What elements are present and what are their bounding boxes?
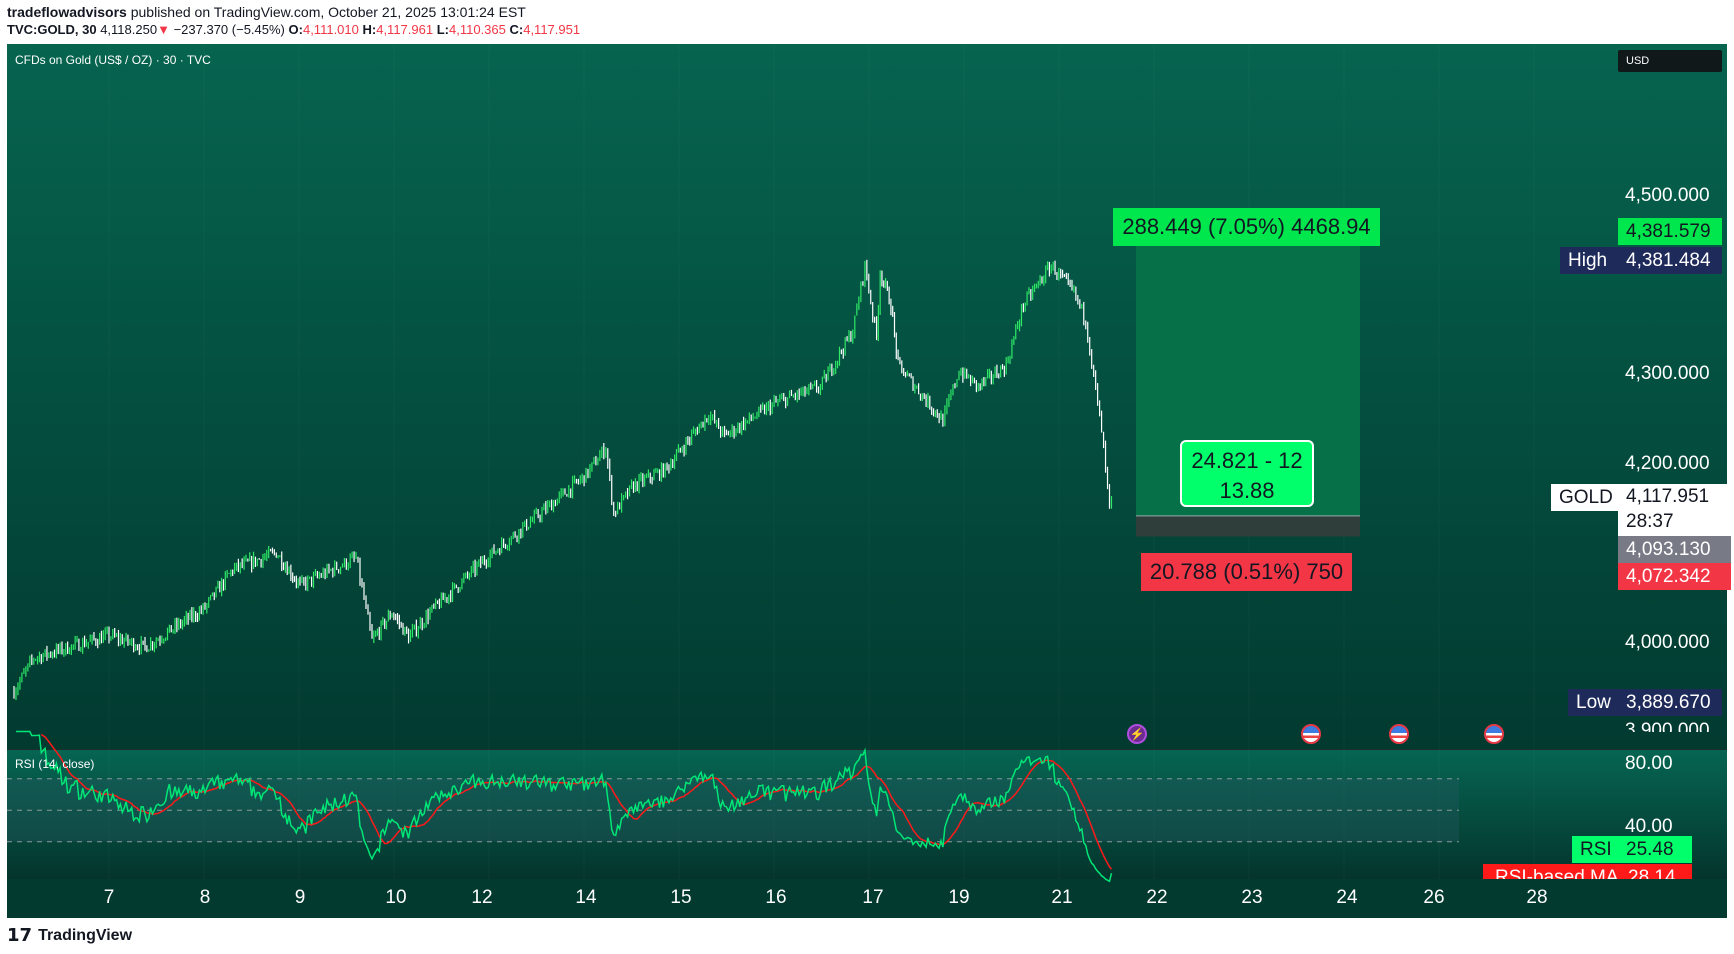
close-value: 4,117.951 — [523, 22, 581, 37]
rsi-ma-line — [40, 733, 1113, 870]
change: −237.370 (−5.45%) — [173, 22, 285, 37]
time-labels: 7 8 9 10 12 14 15 16 17 19 21 22 23 24 2… — [7, 879, 1727, 918]
entry-price-label: 4,093.130 — [1618, 536, 1731, 563]
price-tick: 4,200.000 — [1625, 453, 1710, 474]
time-tick: 19 — [948, 887, 970, 908]
stop-zone — [1136, 515, 1360, 537]
rsi-label: RSI — [1572, 836, 1618, 863]
low-value: 3,889.670 — [1618, 689, 1722, 716]
currency-button[interactable]: USD — [1618, 50, 1722, 72]
rsi-ma-value: 28.14 — [1628, 867, 1676, 879]
price-tick: 3,900.000 — [1625, 720, 1710, 732]
us-flag-icon[interactable] — [1389, 724, 1409, 744]
down-arrow-icon: ▼ — [157, 22, 170, 37]
current-price-label: 4,117.951 28:37 — [1618, 484, 1731, 536]
low-label: L: — [436, 22, 449, 37]
us-flag-icon[interactable] — [1301, 724, 1321, 744]
target-price-label: 4,381.579 — [1618, 218, 1722, 245]
rsi-ma-name: RSI-based MA — [1495, 867, 1619, 879]
publish-info: tradeflowadvisors published on TradingVi… — [7, 4, 526, 20]
symbol-title: CFDs on Gold (US$ / OZ) · 30 · TVC — [15, 53, 211, 67]
tradingview-logo[interactable]: 𝟭𝟳 TradingView — [7, 925, 132, 946]
close-label: C: — [509, 22, 524, 37]
high-label: High — [1560, 247, 1618, 274]
us-flag-icon[interactable] — [1484, 724, 1504, 744]
risk-reward-text: 24.821 - 12 — [1191, 448, 1303, 473]
time-tick: 22 — [1146, 887, 1168, 908]
time-tick: 9 — [294, 887, 306, 908]
time-tick: 24 — [1336, 887, 1358, 908]
price-pane[interactable] — [7, 44, 1727, 749]
time-tick: 28 — [1526, 887, 1548, 908]
lightning-icon[interactable]: ⚡ — [1127, 724, 1147, 744]
time-tick: 12 — [471, 887, 493, 908]
chart-svg — [7, 225, 1459, 883]
time-tick: 14 — [575, 887, 597, 908]
chart[interactable]: CFDs on Gold (US$ / OZ) · 30 · TVC USD 4… — [7, 44, 1731, 918]
brand-name: TradingView — [38, 926, 133, 944]
time-tick: 8 — [199, 887, 211, 908]
author: tradeflowadvisors — [7, 4, 127, 20]
high-value: 4,381.484 — [1618, 247, 1722, 274]
logo-icon: 𝟭𝟳 — [7, 925, 33, 945]
high-label: H: — [362, 22, 377, 37]
rsi-tick: 40.00 — [1625, 816, 1673, 837]
bar-countdown: 28:37 — [1626, 511, 1674, 532]
time-tick: 10 — [385, 887, 407, 908]
ohlc-line: TVC:GOLD, 30 4,118.250▼ −237.370 (−5.45%… — [7, 22, 580, 37]
rsi-tick: 80.00 — [1625, 753, 1673, 774]
rsi-title: RSI (14, close) — [15, 757, 95, 771]
position-center-label[interactable]: 24.821 - 12 13.88 — [1180, 440, 1314, 507]
time-axis[interactable] — [7, 879, 1727, 918]
price-tick: 4,300.000 — [1625, 363, 1710, 384]
time-tick: 7 — [103, 887, 115, 908]
stop-info-label: 20.788 (0.51%) 750 — [1141, 553, 1352, 591]
stop-price-label: 4,072.342 — [1618, 563, 1731, 590]
ratio-text: 13.88 — [1219, 478, 1275, 503]
low-label: Low — [1568, 689, 1618, 716]
rsi-value: 25.48 — [1618, 836, 1692, 863]
publish-date: published on TradingView.com, October 21… — [130, 4, 526, 20]
symbol-label: GOLD — [1551, 484, 1618, 511]
time-tick: 17 — [862, 887, 884, 908]
last-price: 4,118.250 — [100, 22, 158, 37]
time-tick: 23 — [1241, 887, 1263, 908]
time-tick: 26 — [1423, 887, 1445, 908]
open-value: 4,111.010 — [302, 22, 359, 37]
price-tick: 4,000.000 — [1625, 632, 1710, 653]
time-tick: 21 — [1051, 887, 1073, 908]
time-tick: 16 — [765, 887, 787, 908]
price-tick: 4,500.000 — [1625, 185, 1710, 206]
high-value: 4,117.961 — [376, 22, 434, 37]
open-label: O: — [288, 22, 303, 37]
rsi-ma-label: RSI-based MA 28.14 — [1483, 864, 1692, 879]
symbol: TVC:GOLD, 30 — [7, 22, 97, 37]
low-value: 4,110.365 — [449, 22, 506, 37]
target-info-label: 288.449 (7.05%) 4468.94 — [1113, 208, 1380, 246]
time-tick: 15 — [670, 887, 692, 908]
current-price: 4,117.951 — [1626, 486, 1710, 507]
rsi-line — [16, 730, 1113, 883]
